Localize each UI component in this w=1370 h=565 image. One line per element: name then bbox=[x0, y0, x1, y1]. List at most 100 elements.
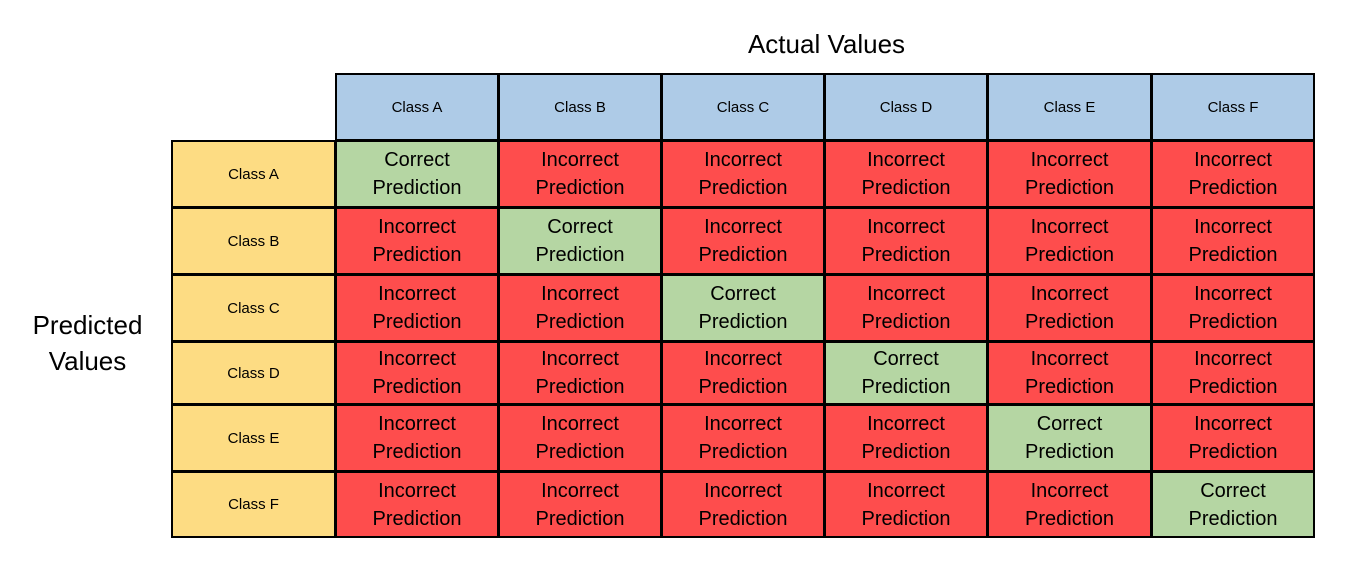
prediction-label-line2: Prediction bbox=[535, 311, 625, 333]
prediction-label-line2: Prediction bbox=[535, 507, 625, 530]
predicted-header-class-a: Class A bbox=[171, 140, 336, 208]
prediction-label-line2: Prediction bbox=[535, 441, 625, 463]
incorrect-prediction-cell: Incorrect Prediction bbox=[824, 207, 988, 275]
prediction-label-line2: Prediction bbox=[372, 244, 462, 266]
actual-header-class-d: Class D bbox=[824, 73, 988, 141]
predicted-header-class-b: Class B bbox=[171, 207, 336, 275]
incorrect-prediction-cell: Incorrect Prediction bbox=[661, 140, 825, 208]
incorrect-prediction-cell: Incorrect Prediction bbox=[1151, 140, 1315, 208]
actual-header-class-a: Class A bbox=[335, 73, 499, 141]
prediction-label-line1: Incorrect bbox=[704, 479, 782, 502]
incorrect-prediction-cell: Incorrect Prediction bbox=[498, 140, 662, 208]
incorrect-prediction-cell: Incorrect Prediction bbox=[661, 207, 825, 275]
prediction-label-line1: Incorrect bbox=[1194, 348, 1272, 370]
prediction-label-line1: Incorrect bbox=[867, 413, 945, 435]
prediction-label-line1: Correct bbox=[384, 149, 450, 171]
prediction-label-line2: Prediction bbox=[1025, 311, 1114, 333]
correct-prediction-cell: Correct Prediction bbox=[335, 140, 499, 208]
prediction-label-line1: Incorrect bbox=[867, 149, 945, 171]
incorrect-prediction-cell: Incorrect Prediction bbox=[824, 471, 988, 538]
prediction-label-line2: Prediction bbox=[861, 244, 951, 266]
predicted-values-title: Predicted Values bbox=[10, 307, 165, 379]
incorrect-prediction-cell: Incorrect Prediction bbox=[335, 341, 499, 405]
prediction-label-line2: Prediction bbox=[861, 441, 951, 463]
prediction-label-line2: Prediction bbox=[698, 177, 788, 199]
matrix-corner bbox=[171, 73, 336, 141]
actual-values-title: Actual Values bbox=[747, 29, 906, 59]
incorrect-prediction-cell: Incorrect Prediction bbox=[987, 207, 1152, 275]
correct-prediction-cell: Correct Prediction bbox=[498, 207, 662, 275]
actual-header-class-f: Class F bbox=[1151, 73, 1315, 141]
prediction-label-line1: Incorrect bbox=[1194, 216, 1272, 238]
incorrect-prediction-cell: Incorrect Prediction bbox=[335, 404, 499, 472]
incorrect-prediction-cell: Incorrect Prediction bbox=[1151, 404, 1315, 472]
predicted-header-class-d: Class D bbox=[171, 341, 336, 405]
prediction-label-line2: Prediction bbox=[1025, 376, 1114, 398]
incorrect-prediction-cell: Incorrect Prediction bbox=[987, 140, 1152, 208]
prediction-label-line1: Incorrect bbox=[378, 348, 456, 370]
prediction-label-line1: Incorrect bbox=[704, 216, 782, 238]
incorrect-prediction-cell: Incorrect Prediction bbox=[498, 274, 662, 342]
prediction-label-line1: Incorrect bbox=[1194, 149, 1272, 171]
actual-header-class-b: Class B bbox=[498, 73, 662, 141]
prediction-label-line1: Incorrect bbox=[378, 413, 456, 435]
prediction-label-line1: Incorrect bbox=[867, 283, 945, 305]
predicted-values-title-line2: Values bbox=[48, 346, 127, 376]
confusion-matrix: Class A Class B Class C Class D Class E Class… bbox=[171, 73, 1315, 538]
prediction-label-line2: Prediction bbox=[861, 177, 951, 199]
prediction-label-line1: Incorrect bbox=[1194, 283, 1272, 305]
prediction-label-line2: Prediction bbox=[1188, 441, 1278, 463]
prediction-label-line2: Prediction bbox=[1188, 376, 1278, 398]
correct-prediction-cell: Correct Prediction bbox=[987, 404, 1152, 472]
incorrect-prediction-cell: Incorrect Prediction bbox=[824, 404, 988, 472]
predicted-header-class-e: Class E bbox=[171, 404, 336, 472]
prediction-label-line1: Incorrect bbox=[378, 283, 456, 305]
prediction-label-line2: Prediction bbox=[1025, 507, 1114, 530]
incorrect-prediction-cell: Incorrect Prediction bbox=[1151, 341, 1315, 405]
prediction-label-line1: Correct bbox=[710, 283, 776, 305]
prediction-label-line1: Incorrect bbox=[541, 479, 619, 502]
prediction-label-line2: Prediction bbox=[372, 376, 462, 398]
prediction-label-line1: Correct bbox=[1200, 479, 1266, 502]
incorrect-prediction-cell: Incorrect Prediction bbox=[824, 140, 988, 208]
prediction-label-line1: Incorrect bbox=[378, 216, 456, 238]
predicted-header-class-c: Class C bbox=[171, 274, 336, 342]
prediction-label-line2: Prediction bbox=[1025, 244, 1114, 266]
prediction-label-line2: Prediction bbox=[861, 507, 951, 530]
prediction-label-line1: Incorrect bbox=[704, 413, 782, 435]
incorrect-prediction-cell: Incorrect Prediction bbox=[335, 207, 499, 275]
prediction-label-line1: Incorrect bbox=[704, 348, 782, 370]
incorrect-prediction-cell: Incorrect Prediction bbox=[661, 341, 825, 405]
incorrect-prediction-cell: Incorrect Prediction bbox=[661, 404, 825, 472]
incorrect-prediction-cell: Incorrect Prediction bbox=[1151, 274, 1315, 342]
actual-header-class-c: Class C bbox=[661, 73, 825, 141]
actual-header-class-e: Class E bbox=[987, 73, 1152, 141]
incorrect-prediction-cell: Incorrect Prediction bbox=[987, 274, 1152, 342]
prediction-label-line2: Prediction bbox=[861, 376, 951, 398]
correct-prediction-cell: Correct Prediction bbox=[824, 341, 988, 405]
incorrect-prediction-cell: Incorrect Prediction bbox=[498, 341, 662, 405]
prediction-label-line2: Prediction bbox=[698, 376, 788, 398]
incorrect-prediction-cell: Incorrect Prediction bbox=[1151, 207, 1315, 275]
prediction-label-line1: Incorrect bbox=[1194, 413, 1272, 435]
prediction-label-line2: Prediction bbox=[372, 507, 462, 530]
predicted-header-class-f: Class F bbox=[171, 471, 336, 538]
prediction-label-line2: Prediction bbox=[1188, 177, 1278, 199]
prediction-label-line2: Prediction bbox=[1188, 244, 1278, 266]
prediction-label-line1: Incorrect bbox=[541, 149, 619, 171]
prediction-label-line2: Prediction bbox=[372, 311, 462, 333]
prediction-label-line2: Prediction bbox=[535, 177, 625, 199]
prediction-label-line1: Incorrect bbox=[541, 283, 619, 305]
prediction-label-line1: Incorrect bbox=[867, 216, 945, 238]
prediction-label-line2: Prediction bbox=[535, 244, 625, 266]
incorrect-prediction-cell: Incorrect Prediction bbox=[335, 471, 499, 538]
prediction-label-line1: Incorrect bbox=[867, 479, 945, 502]
incorrect-prediction-cell: Incorrect Prediction bbox=[498, 404, 662, 472]
incorrect-prediction-cell: Incorrect Prediction bbox=[987, 341, 1152, 405]
prediction-label-line1: Correct bbox=[547, 216, 613, 238]
prediction-label-line1: Incorrect bbox=[541, 348, 619, 370]
prediction-label-line2: Prediction bbox=[372, 177, 462, 199]
prediction-label-line2: Prediction bbox=[698, 311, 788, 333]
prediction-label-line1: Incorrect bbox=[1030, 216, 1109, 238]
predicted-values-title-line1: Predicted bbox=[32, 310, 143, 340]
